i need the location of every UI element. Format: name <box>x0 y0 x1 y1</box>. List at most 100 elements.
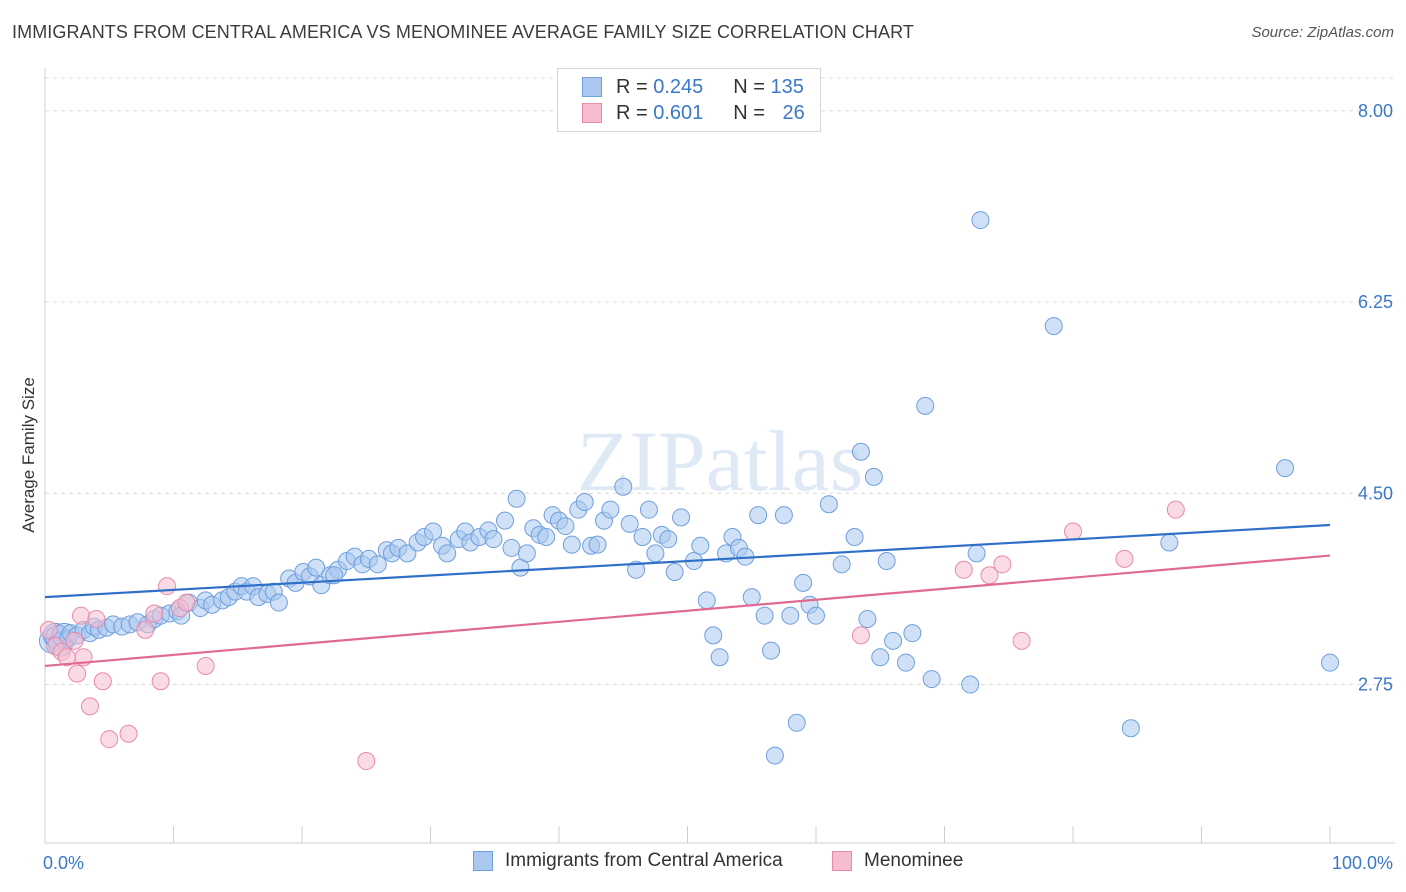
pink-point <box>357 752 376 771</box>
pink-point <box>80 697 99 716</box>
blue-point <box>922 670 941 689</box>
blue-point <box>916 396 935 415</box>
y-tick-label: 8.00 <box>1358 101 1393 121</box>
y-tick-label: 6.25 <box>1358 292 1393 312</box>
y-tick-label: 4.50 <box>1358 483 1393 503</box>
blue-point <box>884 631 903 650</box>
blue-point <box>665 562 684 581</box>
blue-point <box>851 442 870 461</box>
pink-swatch <box>582 103 602 123</box>
blue-point <box>424 522 443 541</box>
pink-point <box>954 560 973 579</box>
pink-point <box>1115 549 1134 568</box>
pink-point <box>39 620 58 639</box>
blue-point <box>659 530 678 549</box>
blue-point <box>781 606 800 625</box>
pink-point <box>87 609 106 628</box>
blue-point <box>588 535 607 554</box>
pink-point <box>151 672 170 691</box>
r-value: 0.601 <box>653 101 704 124</box>
r-value: 0.245 <box>653 75 704 98</box>
pink-point <box>71 606 90 625</box>
blue-point <box>1321 653 1339 672</box>
r-label: R = <box>616 75 648 98</box>
blue-point <box>627 560 646 579</box>
blue-point <box>325 566 344 585</box>
blue-point <box>832 555 851 574</box>
trend-layer <box>44 523 1331 668</box>
blue-point <box>742 588 761 607</box>
blue-point <box>845 528 864 546</box>
pink-point <box>119 724 138 743</box>
blue-point <box>639 500 658 519</box>
x-tick-label: 100.0% <box>1332 853 1393 873</box>
pink-point <box>68 664 87 683</box>
blue-swatch <box>582 77 602 97</box>
chart-title: IMMIGRANTS FROM CENTRAL AMERICA VS MENOM… <box>12 22 915 42</box>
blue-point <box>967 544 986 563</box>
blue-point <box>765 746 784 765</box>
stats-legend: R = 0.245 N = 135 R = 0.601 N = 26 <box>557 68 821 132</box>
blue-point <box>496 511 515 530</box>
blue-point <box>749 506 768 525</box>
pink-swatch <box>832 851 852 871</box>
blue-point <box>368 555 387 574</box>
r-label: R = <box>616 101 648 124</box>
blue-point <box>562 535 581 554</box>
blue-point <box>517 544 536 563</box>
pink-point <box>100 730 119 749</box>
blue-point <box>1160 533 1179 552</box>
pink-point <box>1012 631 1031 650</box>
blue-point <box>633 528 652 546</box>
blue-point <box>794 573 813 592</box>
blue-point <box>819 495 838 514</box>
blue-point <box>620 514 639 533</box>
blue-point <box>961 675 980 694</box>
blue-point <box>858 609 877 628</box>
blue-point <box>502 538 521 557</box>
blue-point <box>787 713 806 732</box>
blue-point <box>697 591 716 610</box>
blue-point <box>710 648 729 667</box>
pink-point <box>1166 500 1185 519</box>
blue-point <box>755 606 774 625</box>
legend-label: Menominee <box>864 850 964 871</box>
blue-point <box>1121 719 1140 738</box>
blue-point <box>438 544 457 563</box>
pink-point <box>93 672 112 691</box>
legend-label: Immigrants from Central America <box>505 850 783 871</box>
source-label: Source: ZipAtlas.com <box>1251 24 1394 41</box>
labels-layer: 2.75 4.50 6.25 8.00 0.0% 100.0% Average Family… <box>19 101 1393 873</box>
stats-row-pink: R = 0.601 N = 26 <box>582 101 805 125</box>
blue-point <box>507 489 526 508</box>
blue-point <box>877 552 896 571</box>
blue-point <box>1044 317 1063 336</box>
blue-point <box>484 530 503 549</box>
pink-point <box>145 604 164 623</box>
blue-point <box>269 593 288 612</box>
n-label: N = <box>733 101 765 124</box>
pink-point <box>158 577 177 596</box>
blue-swatch <box>473 851 493 871</box>
blue-point <box>896 653 915 672</box>
blue-point <box>704 626 723 645</box>
series-legend: Immigrants from Central America Menomine… <box>0 850 1406 880</box>
blue-point <box>537 528 556 546</box>
x-tick-label: 0.0% <box>43 853 84 873</box>
blue-point <box>871 648 890 667</box>
n-value: 135 <box>770 75 804 98</box>
blue-point <box>762 641 781 660</box>
blue-point <box>971 211 990 230</box>
pink-point <box>993 555 1012 574</box>
blue-point <box>672 508 691 527</box>
blue-point <box>646 544 665 563</box>
legend-item-central-america[interactable]: Immigrants from Central America <box>473 850 783 872</box>
axes-layer <box>44 68 1395 844</box>
legend-item-menominee[interactable]: Menominee <box>832 850 963 872</box>
pink-point <box>851 626 870 645</box>
pink-point <box>177 593 196 612</box>
n-value: 26 <box>782 101 805 124</box>
pink-point <box>196 656 215 675</box>
blue-point <box>307 558 326 577</box>
